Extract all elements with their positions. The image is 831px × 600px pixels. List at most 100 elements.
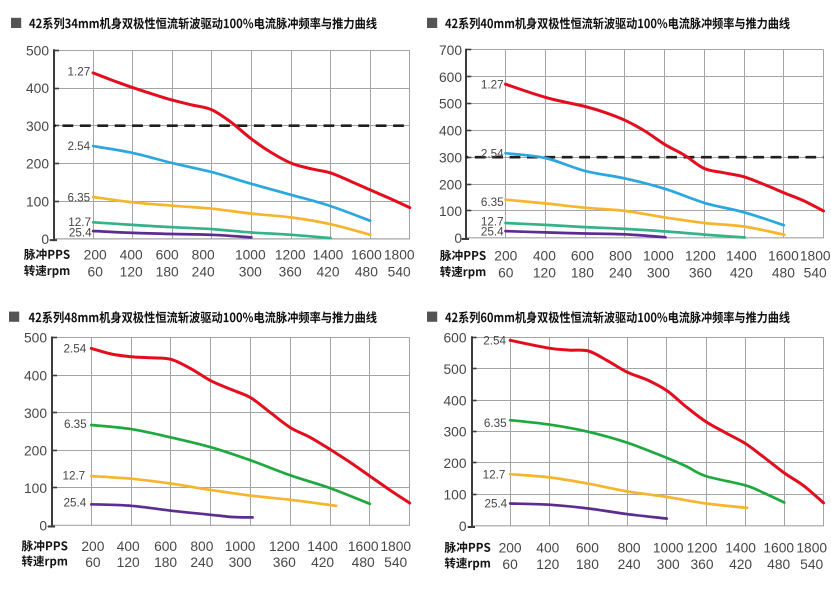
- svg-text:300: 300: [229, 555, 252, 570]
- svg-text:1.27: 1.27: [68, 66, 91, 79]
- svg-text:480: 480: [355, 265, 378, 280]
- svg-text:25.4: 25.4: [69, 226, 92, 239]
- svg-text:300: 300: [443, 425, 466, 440]
- svg-text:120: 120: [117, 555, 140, 570]
- svg-text:300: 300: [24, 406, 47, 421]
- svg-text:180: 180: [571, 266, 594, 281]
- svg-text:700: 700: [439, 43, 462, 58]
- svg-text:400: 400: [120, 247, 143, 262]
- svg-text:800: 800: [618, 540, 641, 555]
- svg-text:1.27: 1.27: [481, 79, 504, 92]
- svg-text:6.35: 6.35: [484, 417, 507, 430]
- svg-text:360: 360: [690, 557, 713, 572]
- svg-text:420: 420: [729, 557, 752, 572]
- svg-text:180: 180: [154, 555, 177, 570]
- svg-text:500: 500: [24, 331, 47, 346]
- svg-text:60: 60: [498, 266, 514, 281]
- svg-text:100: 100: [439, 204, 462, 219]
- svg-text:200: 200: [443, 456, 466, 471]
- svg-text:12.7: 12.7: [62, 470, 85, 483]
- svg-text:540: 540: [800, 557, 823, 572]
- svg-text:480: 480: [767, 557, 790, 572]
- svg-text:600: 600: [154, 539, 177, 554]
- svg-text:12.7: 12.7: [483, 469, 506, 482]
- svg-text:2.54: 2.54: [64, 343, 87, 356]
- svg-text:420: 420: [730, 266, 753, 281]
- svg-text:300: 300: [439, 150, 462, 165]
- svg-text:0: 0: [454, 231, 462, 246]
- svg-text:25.4: 25.4: [64, 497, 87, 510]
- svg-text:400: 400: [533, 248, 556, 263]
- svg-text:1200: 1200: [275, 247, 306, 262]
- svg-text:300: 300: [657, 557, 680, 572]
- svg-text:100: 100: [26, 194, 49, 209]
- svg-text:200: 200: [81, 539, 104, 554]
- svg-text:1000: 1000: [643, 248, 674, 263]
- svg-text:1000: 1000: [653, 540, 684, 555]
- svg-text:360: 360: [279, 265, 302, 280]
- svg-text:25.4: 25.4: [484, 497, 507, 510]
- svg-text:420: 420: [311, 555, 334, 570]
- svg-text:200: 200: [26, 157, 49, 172]
- svg-text:1200: 1200: [269, 539, 300, 554]
- svg-text:1400: 1400: [726, 248, 757, 263]
- svg-text:400: 400: [439, 124, 462, 139]
- svg-text:360: 360: [273, 555, 296, 570]
- svg-text:60: 60: [85, 555, 101, 570]
- svg-text:200: 200: [24, 443, 47, 458]
- svg-text:100: 100: [443, 488, 466, 503]
- svg-text:1200: 1200: [687, 540, 718, 555]
- svg-text:240: 240: [192, 265, 215, 280]
- svg-text:60: 60: [88, 265, 104, 280]
- svg-text:800: 800: [190, 539, 213, 554]
- svg-text:1800: 1800: [384, 247, 415, 262]
- svg-text:12.7: 12.7: [68, 216, 91, 229]
- svg-text:1600: 1600: [351, 247, 382, 262]
- svg-text:400: 400: [443, 393, 466, 408]
- svg-text:6.35: 6.35: [67, 191, 90, 204]
- svg-text:240: 240: [609, 266, 632, 281]
- svg-text:600: 600: [439, 70, 462, 85]
- svg-text:1600: 1600: [763, 540, 794, 555]
- svg-text:1400: 1400: [307, 539, 338, 554]
- svg-text:1800: 1800: [800, 248, 831, 263]
- svg-text:600: 600: [571, 248, 594, 263]
- svg-text:0: 0: [39, 519, 47, 534]
- svg-text:400: 400: [117, 539, 140, 554]
- svg-text:400: 400: [536, 540, 559, 555]
- svg-text:240: 240: [190, 555, 213, 570]
- svg-text:1600: 1600: [768, 248, 799, 263]
- svg-text:540: 540: [804, 266, 827, 281]
- svg-text:480: 480: [352, 555, 375, 570]
- svg-text:2.54: 2.54: [483, 334, 506, 347]
- svg-text:1800: 1800: [796, 540, 827, 555]
- svg-text:800: 800: [192, 247, 215, 262]
- svg-text:1000: 1000: [225, 539, 256, 554]
- svg-text:1600: 1600: [348, 539, 379, 554]
- svg-text:600: 600: [443, 330, 466, 345]
- svg-text:120: 120: [536, 557, 559, 572]
- svg-text:2.54: 2.54: [67, 140, 90, 153]
- svg-text:420: 420: [316, 265, 339, 280]
- svg-text:240: 240: [618, 557, 641, 572]
- svg-text:1000: 1000: [235, 247, 266, 262]
- svg-text:12.7: 12.7: [481, 216, 504, 229]
- svg-text:0: 0: [459, 519, 467, 534]
- svg-text:600: 600: [156, 247, 179, 262]
- svg-text:400: 400: [24, 368, 47, 383]
- svg-text:800: 800: [609, 248, 632, 263]
- svg-text:1200: 1200: [685, 248, 716, 263]
- svg-text:480: 480: [772, 266, 795, 281]
- svg-text:100: 100: [24, 481, 47, 496]
- svg-text:1400: 1400: [725, 540, 756, 555]
- svg-text:300: 300: [239, 265, 262, 280]
- svg-text:25.4: 25.4: [481, 226, 504, 239]
- svg-text:540: 540: [388, 265, 411, 280]
- svg-text:500: 500: [439, 97, 462, 112]
- svg-text:300: 300: [26, 119, 49, 134]
- svg-text:200: 200: [499, 540, 522, 555]
- svg-text:500: 500: [443, 362, 466, 377]
- svg-text:120: 120: [533, 266, 556, 281]
- svg-text:300: 300: [647, 266, 670, 281]
- svg-text:500: 500: [26, 44, 49, 59]
